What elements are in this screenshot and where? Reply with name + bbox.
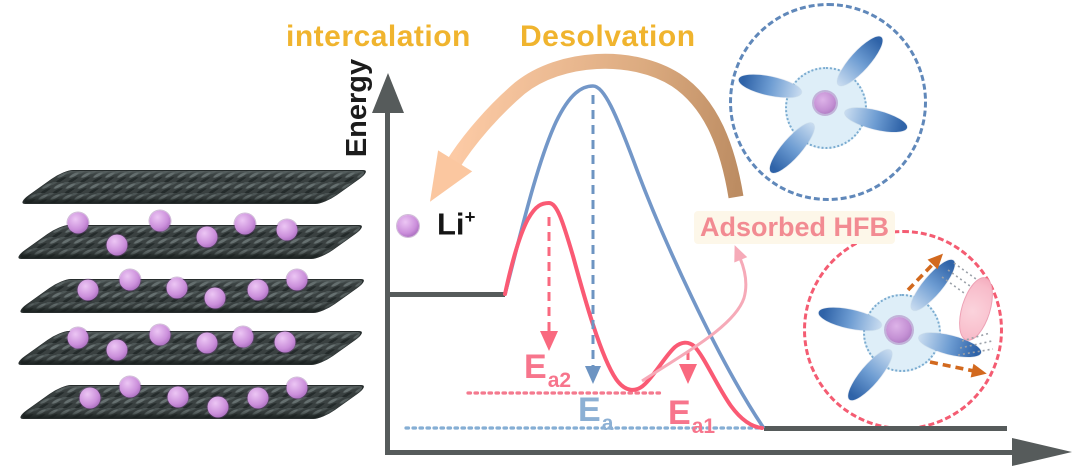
- li-ion: [167, 386, 189, 408]
- final-energy-level-line: [764, 426, 1007, 431]
- li-ion: [149, 324, 171, 346]
- solvent-molecule-icon: [736, 70, 804, 102]
- ea2-sub: a2: [547, 369, 572, 392]
- li-ion-desolvating: [886, 317, 912, 343]
- li-ion-solvated: [814, 92, 836, 114]
- li-ion: [119, 269, 141, 291]
- li-ion: [286, 269, 308, 291]
- li-ion: [196, 226, 218, 248]
- li-ion: [196, 332, 218, 354]
- li-ion: [67, 327, 89, 349]
- solvent-molecule-icon: [905, 254, 961, 316]
- li-ion: [234, 213, 256, 235]
- li-ion-legend-swatch: [397, 215, 419, 237]
- ea1-sub: a1: [691, 415, 716, 438]
- li-ion: [149, 210, 171, 232]
- li-ion: [286, 377, 308, 399]
- li-ion: [207, 396, 229, 418]
- li-ion: [106, 339, 128, 361]
- y-axis-title: Energy: [341, 58, 373, 158]
- x-axis-arrowhead-icon: [1012, 438, 1072, 466]
- li-ion: [79, 387, 101, 409]
- li-symbol: Li: [437, 206, 465, 242]
- li-ion: [119, 376, 141, 398]
- ea-sub: a: [601, 412, 614, 435]
- adsorbed-hfb-label: Adsorbed HFB: [694, 211, 895, 244]
- ea-base: E: [578, 391, 601, 429]
- initial-energy-level-line: [387, 292, 505, 297]
- li-ion: [67, 212, 89, 234]
- li-ion: [276, 219, 298, 241]
- ea-label: Ea: [578, 391, 613, 434]
- solvent-molecule-icon: [842, 344, 898, 406]
- li-ion: [166, 277, 188, 299]
- ea1-label: Ea1: [668, 394, 715, 437]
- li-ion: [247, 387, 269, 409]
- li-ion-legend-label: Li+: [437, 206, 475, 242]
- ea2-label: Ea2: [524, 348, 571, 391]
- x-axis-line: [386, 450, 1026, 455]
- ea1-base: E: [668, 394, 691, 432]
- y-axis-line: [385, 105, 390, 455]
- hfb-molecule-icon: [952, 273, 1000, 345]
- li-charge: +: [464, 206, 476, 227]
- ea2-base: E: [524, 348, 547, 386]
- y-axis-arrowhead-icon: [372, 73, 404, 113]
- li-ion: [106, 234, 128, 256]
- li-ion: [274, 331, 296, 353]
- intercalation-label: intercalation: [286, 20, 471, 53]
- li-ion: [77, 279, 99, 301]
- li-ion: [247, 279, 269, 301]
- desolvation-label: Desolvation: [520, 20, 696, 53]
- solvent-molecule-icon: [842, 103, 910, 137]
- solvent-molecule-icon: [816, 303, 884, 335]
- solvent-molecule-icon: [763, 117, 821, 179]
- li-ion: [232, 326, 254, 348]
- solvent-molecule-icon: [831, 30, 889, 92]
- li-ion: [204, 287, 226, 309]
